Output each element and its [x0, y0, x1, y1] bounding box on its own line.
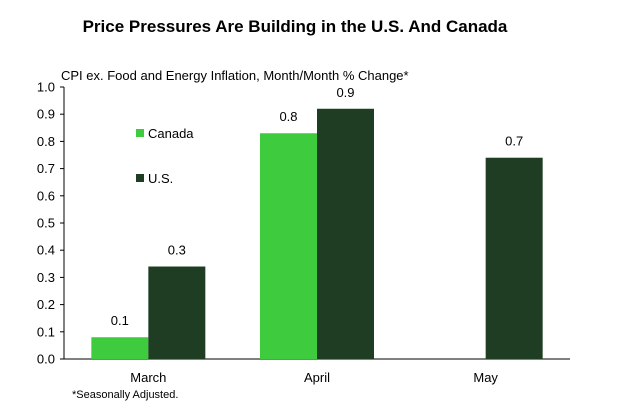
y-axis-ticks: 0.0 0.1 0.2 0.3 0.4 0.5 0.6 0.7 0.8 0.9 1.0 [37, 80, 64, 367]
bars [91, 108, 543, 359]
y-tick-label: 0.1 [37, 324, 55, 339]
y-tick-label: 0.7 [37, 161, 55, 176]
y-tick-label: 0.0 [37, 352, 55, 367]
data-label: 0.7 [505, 134, 523, 149]
x-category-label: April [304, 370, 330, 385]
footnote: *Seasonally Adjusted. [72, 389, 178, 401]
y-tick-label: 1.0 [37, 80, 55, 95]
x-axis-categories: March April May [130, 370, 498, 385]
bar-us-march [148, 266, 206, 359]
legend-swatch-us [136, 174, 144, 182]
legend-label-canada: Canada [148, 126, 194, 141]
x-category-label: March [130, 370, 166, 385]
data-label: 0.3 [168, 243, 186, 258]
y-tick-label: 0.9 [37, 107, 55, 122]
chart-subtitle: CPI ex. Food and Energy Inflation, Month… [61, 68, 409, 83]
y-tick-label: 0.4 [37, 243, 55, 258]
y-tick-label: 0.2 [37, 297, 55, 312]
data-label: 0.9 [336, 85, 354, 100]
data-label: 0.8 [279, 109, 297, 124]
data-label: 0.1 [111, 313, 129, 328]
bar-canada-march [91, 337, 149, 359]
y-tick-label: 0.5 [37, 216, 55, 231]
bar-canada-april [260, 133, 317, 359]
y-tick-label: 0.3 [37, 270, 55, 285]
chart-title: Price Pressures Are Building in the U.S.… [83, 17, 508, 36]
legend: Canada U.S. [136, 126, 194, 186]
data-labels: 0.1 0.3 0.8 0.9 0.7 [111, 85, 523, 328]
legend-swatch-canada [136, 129, 144, 137]
y-tick-label: 0.6 [37, 188, 55, 203]
legend-label-us: U.S. [148, 171, 173, 186]
x-category-label: May [473, 370, 498, 385]
bar-us-may [485, 157, 543, 359]
y-tick-label: 0.8 [37, 134, 55, 149]
bar-us-april [317, 108, 374, 359]
